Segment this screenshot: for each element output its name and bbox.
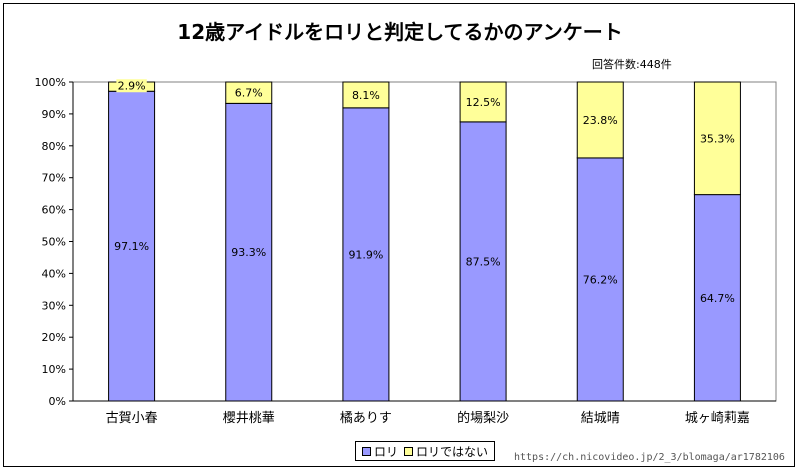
data-label-bg — [698, 132, 736, 146]
legend: ロリ ロリではない — [355, 441, 496, 461]
data-label-loli: 76.2% — [583, 273, 618, 286]
legend-item-not-loli: ロリではない — [404, 443, 488, 460]
data-label-bg — [581, 113, 619, 127]
data-label-loli: 97.1% — [114, 240, 149, 253]
data-label-bg — [464, 95, 502, 109]
data-label-not-loli: 8.1% — [352, 89, 380, 102]
bar-loli — [576, 157, 624, 402]
source-watermark: https://ch.nicovideo.jp/2_3/blomaga/ar17… — [514, 452, 785, 463]
y-tick-label: 100% — [35, 76, 66, 89]
data-label-bg — [233, 86, 264, 100]
bar-loli — [693, 194, 741, 402]
data-label-not-loli: 2.9% — [118, 79, 146, 92]
data-label-loli: 64.7% — [700, 292, 735, 305]
bar-loli — [459, 121, 507, 402]
legend-label-not-loli: ロリではない — [416, 444, 489, 459]
y-tick-label: 80% — [42, 140, 66, 153]
bar-loli — [342, 107, 390, 402]
respondent-count: 回答件数:448件 — [592, 58, 672, 71]
bar-loli — [108, 90, 156, 402]
y-tick-label: 60% — [42, 204, 66, 217]
legend-item-loli: ロリ — [362, 443, 398, 460]
y-tick-label: 70% — [42, 172, 66, 185]
y-tick-label: 10% — [42, 363, 66, 376]
x-category-label: 橘ありす — [340, 410, 392, 426]
chart-title: 12歳アイドルをロリと判定してるかのアンケート — [177, 20, 623, 44]
y-tick-label: 40% — [42, 267, 66, 280]
y-tick-label: 20% — [42, 331, 66, 344]
x-category-label: 城ヶ崎莉嘉 — [685, 411, 750, 426]
y-tick-label: 30% — [42, 299, 66, 312]
plot-area — [72, 81, 777, 402]
data-label-bg — [350, 88, 382, 102]
data-label-loli: 87.5% — [466, 255, 501, 268]
data-label-not-loli: 23.8% — [583, 114, 618, 127]
legend-label-loli: ロリ — [374, 444, 399, 459]
data-label-loli: 91.9% — [348, 248, 383, 261]
data-label-not-loli: 35.3% — [700, 132, 735, 145]
x-category-label: 櫻井桃華 — [223, 411, 275, 426]
y-tick-label: 0% — [49, 395, 66, 408]
x-category-label: 古賀小春 — [106, 411, 158, 426]
data-label-bg — [116, 79, 147, 93]
x-category-label: 結城晴 — [581, 411, 620, 426]
y-tick-label: 50% — [42, 236, 66, 249]
data-label-loli: 93.3% — [231, 246, 266, 259]
data-label-not-loli: 12.5% — [466, 96, 501, 109]
legend-swatch-loli — [362, 446, 371, 456]
x-category-label: 的場梨沙 — [457, 410, 509, 426]
y-tick-label: 90% — [42, 108, 66, 121]
data-label-not-loli: 6.7% — [235, 87, 263, 100]
legend-swatch-not-loli — [404, 446, 414, 456]
